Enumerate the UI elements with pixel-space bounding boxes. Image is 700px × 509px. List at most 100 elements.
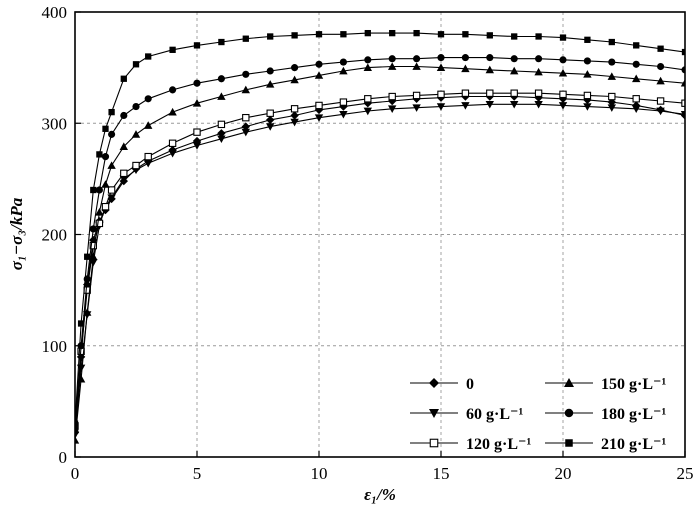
data-point [583, 91, 592, 100]
data-point [461, 102, 470, 110]
data-point [89, 252, 98, 261]
data-point [95, 186, 103, 194]
data-point [339, 66, 348, 75]
data-point [266, 115, 275, 125]
legend-entry: 150 g·L⁻¹ [545, 376, 666, 393]
data-point [107, 161, 116, 169]
data-point [364, 56, 372, 64]
data-point [192, 99, 202, 107]
data-point [437, 31, 445, 38]
data-point [681, 48, 685, 56]
x-axis-title: ε₁/% [364, 485, 396, 504]
data-point [534, 67, 543, 76]
data-point [558, 68, 568, 77]
legend-label: 210 g·L⁻¹ [601, 436, 666, 453]
data-point [89, 225, 97, 233]
data-point [437, 90, 445, 99]
x-tick-label: 10 [311, 464, 328, 483]
data-point [632, 60, 640, 68]
x-tick-label: 15 [433, 464, 450, 483]
data-point [559, 90, 567, 99]
data-point [83, 308, 92, 316]
data-point [217, 135, 226, 144]
data-point [510, 89, 518, 97]
data-point [169, 46, 176, 53]
series-2 [75, 89, 685, 430]
data-point [267, 33, 274, 40]
data-point [314, 114, 324, 122]
data-point [242, 70, 250, 78]
legend-marker [564, 378, 574, 387]
data-point [681, 66, 685, 74]
data-point [192, 142, 202, 150]
data-point [168, 139, 177, 147]
data-point [101, 153, 110, 161]
data-point [559, 56, 567, 64]
legend-marker [429, 409, 439, 418]
data-point [534, 89, 543, 97]
data-point [75, 436, 80, 444]
data-point [485, 65, 494, 74]
data-point [388, 55, 396, 63]
data-point [485, 100, 494, 109]
data-point [120, 75, 127, 82]
data-point [168, 107, 177, 116]
y-tick-label: 100 [42, 337, 68, 356]
data-point [656, 76, 665, 85]
x-tick-label: 0 [71, 464, 80, 483]
legend-label: 0 [466, 376, 474, 393]
y-axis-title: σ₁−σ₃/kPa [7, 197, 26, 270]
legend-label: 150 g·L⁻¹ [601, 376, 666, 393]
data-point [144, 152, 152, 161]
data-point [632, 74, 641, 83]
legend: 0 60 g·L⁻¹ 120 g·L⁻¹ 150 g·L⁻¹ 180 g·L⁻¹ 210 … [410, 376, 666, 453]
series-4 [75, 54, 685, 433]
data-point [242, 113, 250, 122]
data-point [108, 130, 116, 138]
data-point [608, 58, 616, 66]
legend-entry: 120 g·L⁻¹ [410, 436, 531, 453]
data-point [89, 235, 98, 245]
data-point [461, 64, 470, 73]
data-point [144, 159, 153, 168]
data-point [559, 34, 567, 41]
data-point [632, 105, 641, 113]
data-point [436, 63, 446, 71]
data-point [290, 118, 299, 127]
legend-entry: 180 g·L⁻¹ [545, 406, 666, 423]
data-point [90, 186, 97, 194]
data-point [486, 89, 494, 97]
data-point [75, 420, 79, 427]
data-point [412, 104, 421, 112]
data-point [584, 36, 591, 43]
data-point [241, 128, 250, 137]
data-point [107, 186, 116, 194]
data-point [266, 123, 275, 131]
data-point [510, 55, 518, 63]
data-point [315, 60, 323, 68]
data-point [657, 62, 665, 71]
legend-entry: 0 [410, 376, 474, 393]
data-point [340, 31, 347, 38]
data-point [314, 71, 324, 79]
x-tick-label: 5 [193, 464, 202, 483]
data-point [608, 92, 616, 101]
series-3 [75, 62, 685, 444]
data-point [291, 64, 299, 72]
data-point [168, 149, 177, 158]
data-point [339, 98, 348, 106]
data-point [108, 108, 115, 116]
x-tick-label: 20 [555, 464, 572, 483]
data-point [461, 89, 470, 97]
data-point [680, 79, 685, 87]
data-point [511, 33, 518, 40]
legend-marker [565, 439, 573, 447]
y-tick-label: 400 [42, 3, 68, 22]
data-point [680, 110, 685, 119]
series-layer [75, 29, 685, 444]
legend-label: 60 g·L⁻¹ [466, 406, 523, 423]
data-point [510, 66, 519, 75]
data-point [534, 100, 543, 109]
data-point [388, 62, 397, 70]
data-point [607, 72, 616, 80]
